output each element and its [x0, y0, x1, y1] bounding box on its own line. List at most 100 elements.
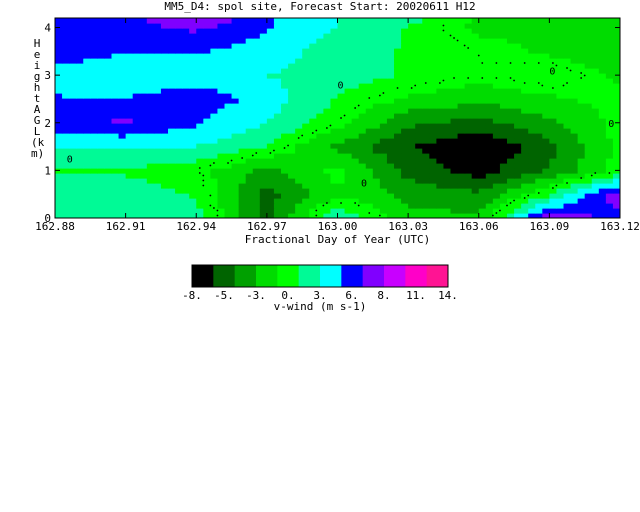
heatmap-cell	[139, 113, 148, 119]
heatmap-cell	[584, 158, 593, 164]
heatmap-cell	[598, 68, 607, 74]
heatmap-cell	[556, 143, 565, 149]
heatmap-cell	[394, 143, 402, 149]
x-tick-label: 163.09	[530, 220, 570, 233]
heatmap-cell	[175, 68, 183, 74]
heatmap-cell	[394, 43, 402, 49]
heatmap-cell	[386, 168, 395, 174]
heatmap-cell	[182, 73, 190, 79]
heatmap-cell	[62, 133, 70, 139]
heatmap-cell	[210, 73, 219, 79]
heatmap-cell	[231, 138, 240, 144]
heatmap-cell	[507, 18, 515, 24]
heatmap-cell	[358, 173, 367, 179]
heatmap-cell	[55, 73, 63, 79]
heatmap-cell	[358, 148, 367, 154]
heatmap-cell	[252, 18, 261, 24]
heatmap-cell	[379, 168, 388, 174]
heatmap-cell	[394, 83, 402, 89]
heatmap-cell	[549, 53, 558, 59]
heatmap-cell	[507, 78, 515, 84]
heatmap-cell	[168, 118, 176, 124]
heatmap-cell	[203, 183, 211, 189]
heatmap-cell	[379, 38, 388, 44]
heatmap-cell	[450, 18, 459, 24]
heatmap-cell	[507, 38, 515, 44]
heatmap-cell	[478, 83, 487, 89]
heatmap-cell	[288, 28, 296, 34]
heatmap-cell	[535, 53, 543, 59]
heatmap-cell	[337, 103, 346, 109]
heatmap-cell	[69, 78, 77, 84]
heatmap-cell	[245, 93, 254, 99]
heatmap-cell	[507, 98, 515, 104]
heatmap-cell	[542, 48, 550, 54]
heatmap-cell	[259, 63, 268, 69]
heatmap-cell	[598, 153, 607, 159]
heatmap-cell	[160, 78, 169, 84]
zero-contour-dot	[251, 154, 254, 157]
heatmap-cell	[55, 203, 63, 209]
heatmap-cell	[146, 153, 155, 159]
heatmap-cell	[175, 103, 183, 109]
heatmap-cell	[76, 43, 84, 49]
heatmap-cell	[436, 18, 445, 24]
heatmap-cell	[394, 23, 402, 29]
heatmap-cell	[478, 33, 487, 39]
heatmap-cell	[401, 168, 409, 174]
heatmap-cell	[514, 38, 522, 44]
heatmap-cell	[224, 53, 233, 59]
heatmap-cell	[182, 108, 190, 114]
heatmap-cell	[415, 163, 423, 169]
heatmap-cell	[245, 68, 254, 74]
heatmap-cell	[118, 53, 127, 59]
heatmap-cell	[436, 188, 445, 194]
heatmap-cell	[436, 138, 445, 144]
heatmap-cell	[189, 58, 197, 64]
heatmap-cell	[295, 133, 303, 139]
heatmap-cell	[514, 63, 522, 69]
heatmap-cell	[281, 108, 289, 114]
heatmap-cell	[598, 53, 607, 59]
heatmap-cell	[309, 48, 317, 54]
heatmap-cell	[401, 68, 409, 74]
heatmap-cell	[316, 158, 324, 164]
heatmap-cell	[69, 128, 77, 134]
heatmap-cell	[464, 18, 473, 24]
heatmap-cell	[245, 213, 254, 218]
zero-contour-dot	[580, 72, 583, 74]
heatmap-cell	[478, 133, 487, 139]
heatmap-cell	[386, 178, 395, 184]
heatmap-cell	[160, 133, 169, 139]
heatmap-cell	[146, 83, 155, 89]
heatmap-cell	[351, 68, 360, 74]
heatmap-cell	[224, 78, 233, 84]
heatmap-cell	[323, 38, 332, 44]
heatmap-cell	[443, 103, 452, 109]
heatmap-cell	[302, 53, 310, 59]
heatmap-cell	[358, 68, 367, 74]
heatmap-cell	[351, 38, 360, 44]
heatmap-cell	[118, 73, 127, 79]
heatmap-cell	[612, 188, 620, 194]
heatmap-cell	[224, 118, 233, 124]
heatmap-cell	[521, 128, 529, 134]
heatmap-cell	[499, 68, 508, 74]
zero-contour-dot	[209, 194, 212, 197]
heatmap-cell	[605, 148, 614, 154]
heatmap-cell	[514, 33, 522, 39]
heatmap-cell	[443, 208, 452, 214]
heatmap-cell	[358, 73, 367, 79]
heatmap-cell	[231, 88, 240, 94]
heatmap-cell	[217, 63, 226, 69]
heatmap-cell	[231, 203, 240, 209]
heatmap-cell	[556, 193, 565, 199]
heatmap-cell	[598, 38, 607, 44]
heatmap-cell	[125, 178, 134, 184]
heatmap-cell	[203, 68, 211, 74]
heatmap-cell	[90, 63, 98, 69]
heatmap-cell	[281, 88, 289, 94]
heatmap-cell	[168, 198, 176, 204]
heatmap-cell	[535, 18, 543, 24]
heatmap-cell	[535, 133, 543, 139]
